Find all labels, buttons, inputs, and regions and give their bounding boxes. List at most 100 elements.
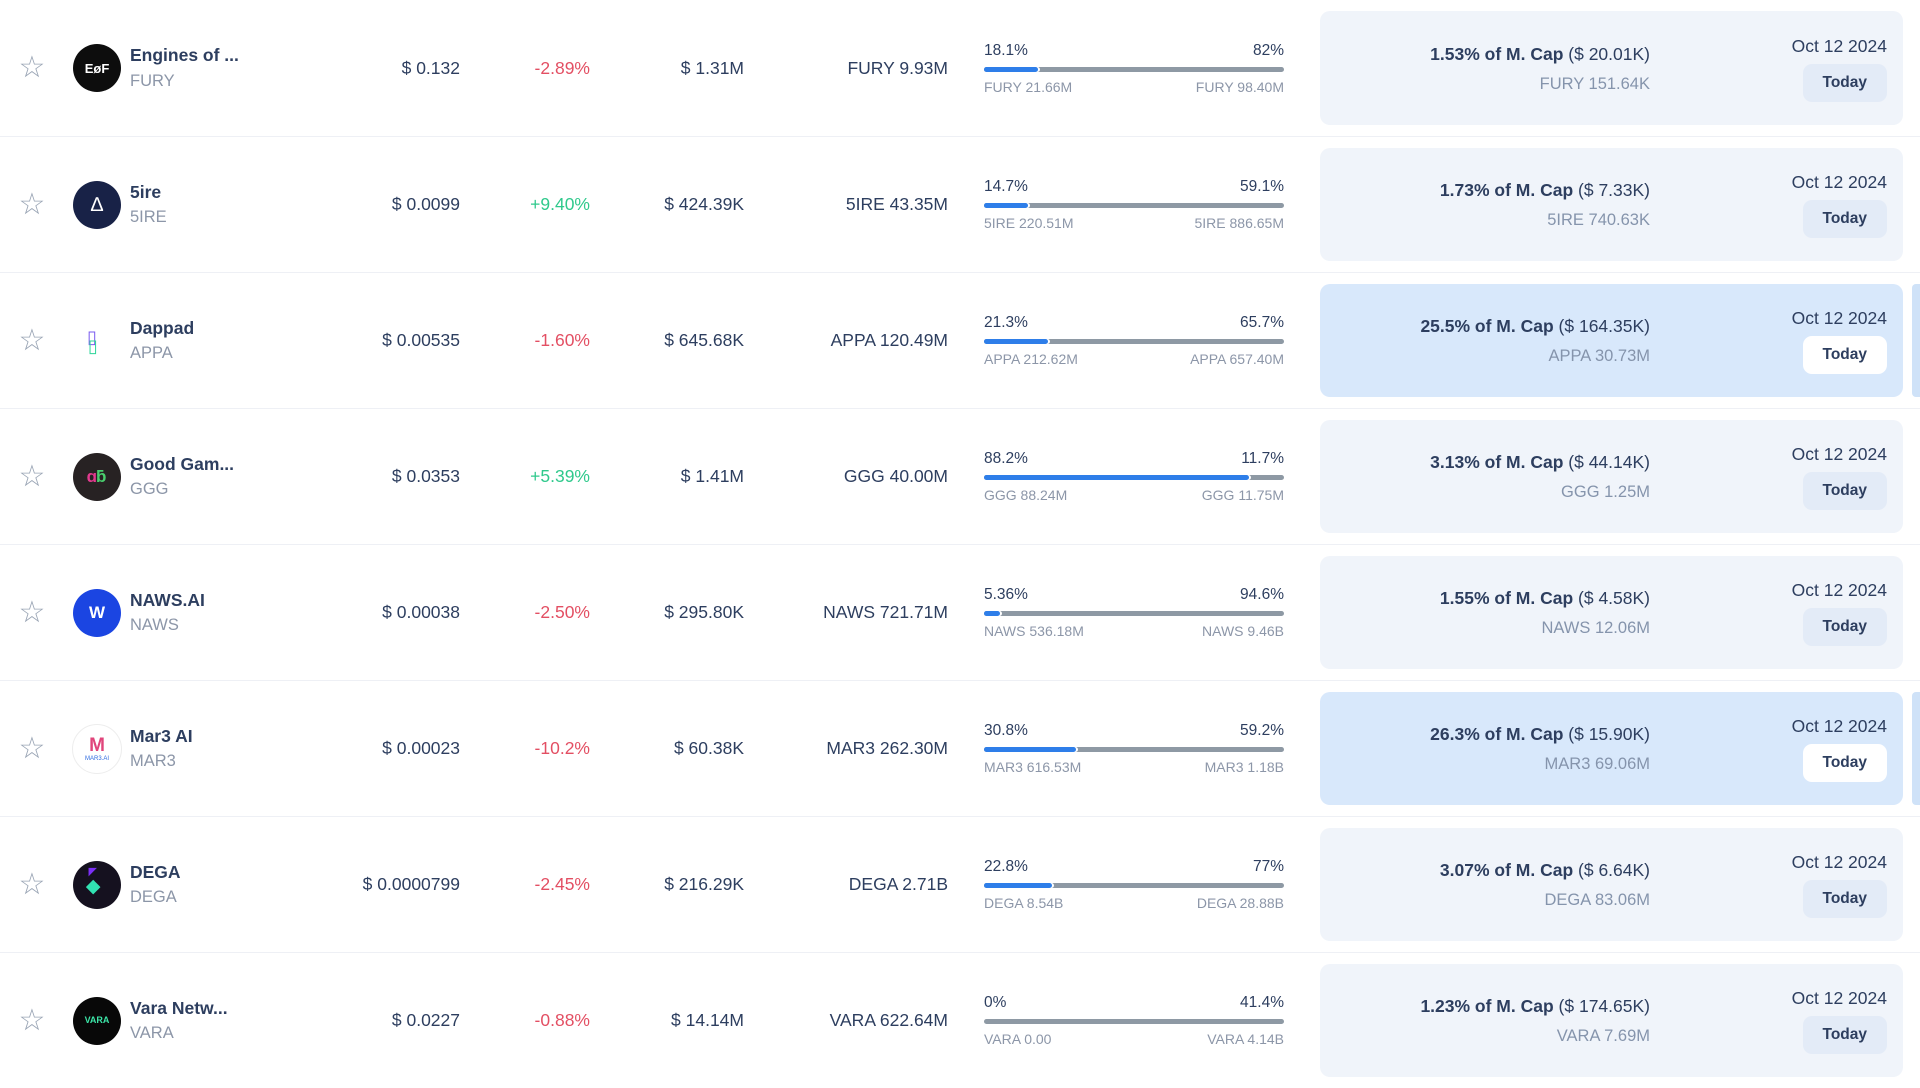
progress-bar-fill [984,883,1053,888]
date-label: Oct 12 2024 [1791,35,1887,56]
supply-progress: 0% 41.4% VARA 0.00 VARA 4.14B [984,994,1284,1047]
token-name: Good Gam... [130,453,235,474]
favorite-star-icon[interactable]: ☆ [18,867,46,901]
date-label: Oct 12 2024 [1791,988,1887,1008]
volume-value: $ 1.41M [680,466,744,486]
token-amount: DEGA 2.71B [848,874,948,894]
progress-right-percent: 59.2% [1240,722,1284,739]
progress-left-label: DEGA 8.54B [984,895,1064,911]
token-name: DEGA [130,861,181,882]
engines-of-fury-logo: EøF [73,44,121,92]
table-row[interactable]: ☆ EøF Engines of ... FURY $ 0.132 -2.89%… [0,0,1920,136]
table-row[interactable]: ☆ W NAWS.AI NAWS $ 0.00038 -2.50% $ 295.… [0,544,1920,680]
mcap-share-value: 1.73% of M. Cap [1439,180,1574,200]
token-name: Mar3 AI [130,725,193,746]
supply-progress: 30.8% 59.2% MAR3 616.53M MAR3 1.18B [984,722,1284,775]
price-value: $ 0.00535 [382,330,460,350]
progress-left-percent: 30.8% [984,722,1028,739]
price-value: $ 0.0353 [391,466,460,486]
progress-bar-track [984,1019,1284,1024]
token-amount: FURY 9.93M [847,57,948,78]
token-name: Vara Netw... [130,997,228,1018]
progress-right-label: MAR3 1.18B [1204,759,1284,775]
progress-left-percent: 14.7% [984,178,1028,195]
progress-left-percent: 88.2% [984,450,1028,467]
progress-left-label: FURY 21.66M [984,78,1073,95]
row-highlight-edge [1912,284,1920,397]
progress-right-percent: 82% [1252,41,1284,59]
progress-right-percent: 65.7% [1240,314,1284,331]
progress-bar-fill [984,66,1039,72]
progress-right-label: NAWS 9.46B [1202,623,1284,639]
token-symbol: NAWS [130,616,179,635]
token-logo-parts: M [89,734,105,756]
volume-value: $ 645.68K [664,330,744,350]
volume-value: $ 295.80K [664,602,744,622]
favorite-star-icon[interactable]: ☆ [18,51,46,84]
today-badge: Today [1802,200,1887,238]
market-cap-panel: 1.55% of M. Cap ($ 4.58K) NAWS 12.06M Oc… [1320,556,1903,669]
mcap-token-amount: NAWS 12.06M [1541,619,1650,637]
token-amount: GGG 40.00M [843,466,948,486]
date-label: Oct 12 2024 [1791,716,1887,736]
supply-progress: 5.36% 94.6% NAWS 536.18M NAWS 9.46B [984,586,1284,639]
market-cap-panel: 1.73% of M. Cap ($ 7.33K) 5IRE 740.63K O… [1320,148,1903,261]
date-label: Oct 12 2024 [1791,852,1887,872]
table-row[interactable]: ☆ ∆ 5ire 5IRE $ 0.0099 +9.40% $ 424.39K … [0,136,1920,272]
favorite-star-icon[interactable]: ☆ [18,595,46,629]
table-row[interactable]: ☆ ▯ ▯ Dappad APPA $ 0.00535 -1.60% $ 645.… [0,272,1920,408]
token-symbol: FURY [130,71,175,90]
progress-right-label: GGG 11.75M [1201,487,1284,503]
token-amount: NAWS 721.71M [823,602,948,622]
mcap-token-amount: DEGA 83.06M [1544,891,1650,909]
progress-bar-fill [984,475,1249,480]
progress-bar-track [984,475,1284,480]
token-logo-parts: ∆ [90,193,104,216]
price-value: $ 0.00038 [382,602,460,622]
supply-progress: 88.2% 11.7% GGG 88.24M GGG 11.75M [984,450,1284,503]
today-badge: Today [1802,608,1887,646]
token-logo-parts: ▯ ▯ [87,326,98,356]
progress-right-percent: 11.7% [1241,450,1284,467]
progress-left-label: NAWS 536.18M [984,623,1084,639]
progress-right-label: 5IRE 886.65M [1194,215,1285,231]
mcap-dollar-value: ($ 164.35K) [1558,316,1650,336]
date-label: Oct 12 2024 [1791,172,1887,192]
change-percent: -2.50% [534,602,590,622]
change-percent: +9.40% [530,194,590,214]
change-percent: -2.45% [534,874,590,894]
favorite-star-icon[interactable]: ☆ [18,323,46,357]
token-symbol: VARA [130,1024,174,1043]
market-cap-panel: 25.5% of M. Cap ($ 164.35K) APPA 30.73M … [1320,284,1903,397]
favorite-star-icon[interactable]: ☆ [18,1003,46,1037]
mcap-share-value: 3.13% of M. Cap [1430,452,1564,472]
table-row[interactable]: ☆ M MAR3.AI Mar3 AI MAR3 $ 0.00023 -10.2… [0,680,1920,816]
price-value: $ 0.132 [401,57,460,78]
progress-right-label: VARA 4.14B [1207,1031,1284,1047]
token-logo-parts: ◤ ◆ [85,866,101,897]
vara-network-logo: VARA [73,996,121,1045]
change-percent: -1.60% [534,330,590,350]
favorite-star-icon[interactable]: ☆ [18,731,46,765]
date-label: Oct 12 2024 [1791,580,1887,600]
progress-left-percent: 21.3% [984,314,1028,331]
price-value: $ 0.0000799 [362,874,460,894]
favorite-star-icon[interactable]: ☆ [18,187,46,221]
date-label: Oct 12 2024 [1791,444,1887,464]
volume-value: $ 424.39K [664,194,744,214]
volume-value: $ 60.38K [673,738,744,758]
mcap-token-amount: MAR3 69.06M [1544,755,1650,773]
token-name: Dappad [130,317,195,338]
token-symbol: DEGA [130,888,177,907]
volume-value: $ 1.31M [680,57,744,78]
progress-bar-fill [984,203,1029,208]
naws-ai-logo: W [73,588,121,637]
change-percent: -10.2% [534,738,590,758]
table-row[interactable]: ☆ ◤ ◆ DEGA DEGA $ 0.0000799 -2.45% $ 216.… [0,816,1920,952]
favorite-star-icon[interactable]: ☆ [18,459,46,493]
table-row[interactable]: ☆ VARA Vara Netw... VARA $ 0.0227 -0.88%… [0,952,1920,1088]
mcap-share-value: 1.55% of M. Cap [1439,588,1574,608]
